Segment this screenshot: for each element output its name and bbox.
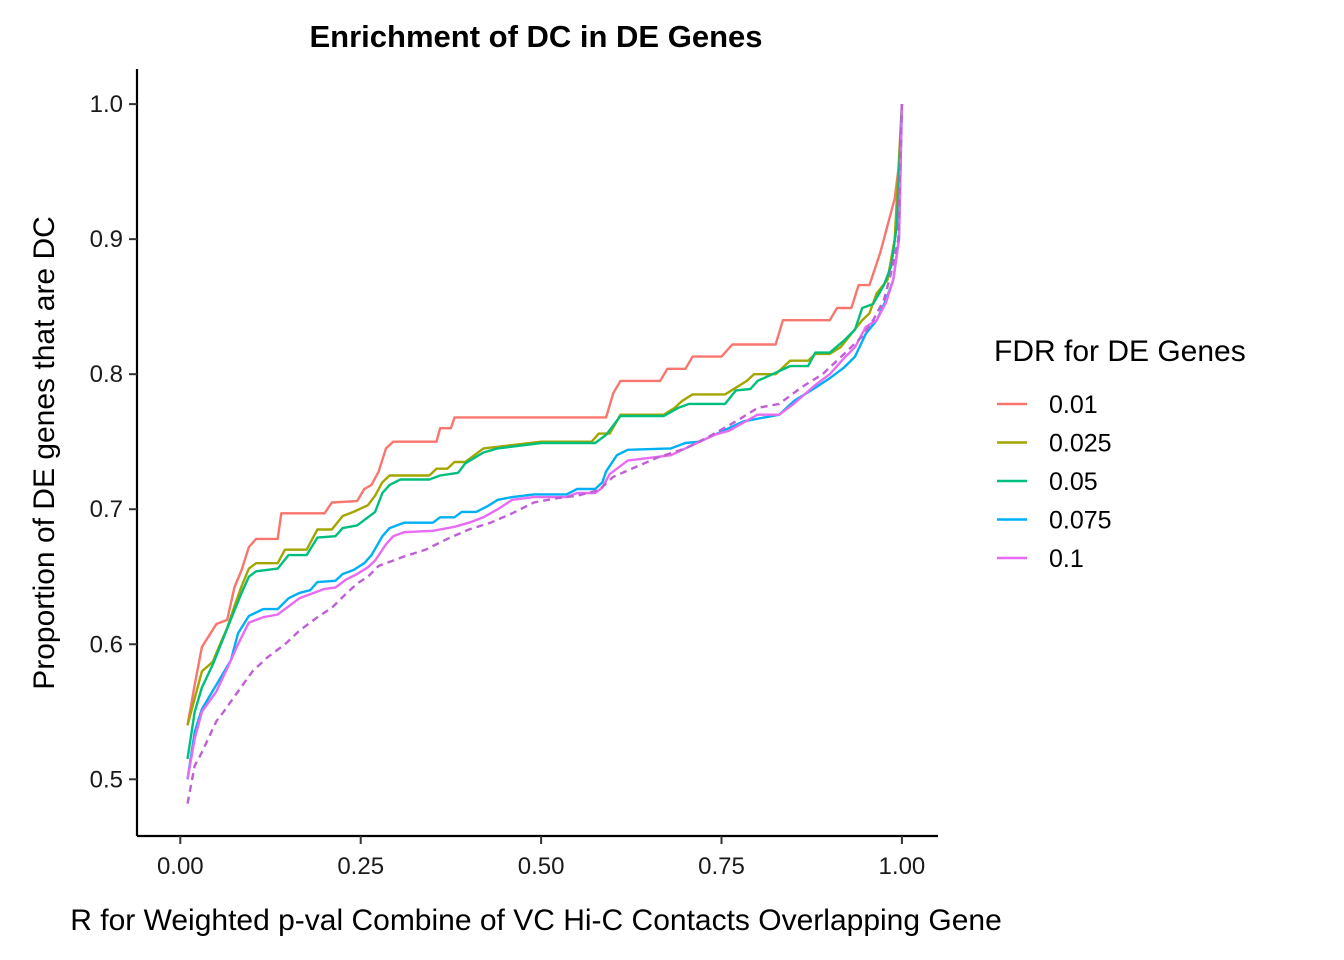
legend-entry: 0.025 xyxy=(1049,430,1112,458)
y-tick-label: 0.5 xyxy=(90,766,123,793)
x-tick-label: 0.25 xyxy=(337,853,384,880)
series-line xyxy=(186,104,904,726)
series-line xyxy=(186,104,904,780)
legend-entry: 0.05 xyxy=(1049,468,1098,496)
legend: FDR for DE Genes 0.01 0.025 0.05 0.075 0.1 xyxy=(994,335,1246,573)
plot-area xyxy=(186,104,904,804)
y-axis-ticks: 0.5 0.6 0.7 0.8 0.9 1.0 xyxy=(90,91,137,793)
x-axis-label: R for Weighted p-val Combine of VC Hi-C … xyxy=(70,904,1002,937)
legend-entry: 0.1 xyxy=(1049,545,1084,573)
legend-title: FDR for DE Genes xyxy=(994,335,1246,368)
x-tick-label: 0.00 xyxy=(157,853,204,880)
y-axis-label: Proportion of DE genes that are DC xyxy=(28,216,61,690)
series-line xyxy=(186,104,904,804)
x-tick-label: 1.00 xyxy=(879,853,926,880)
series-line xyxy=(186,104,904,726)
x-axis-ticks: 0.00 0.25 0.50 0.75 1.00 xyxy=(157,836,925,880)
y-tick-label: 1.0 xyxy=(90,91,123,118)
y-tick-label: 0.8 xyxy=(90,361,123,388)
y-tick-label: 0.9 xyxy=(90,226,123,253)
legend-entry: 0.075 xyxy=(1049,507,1112,535)
series-line xyxy=(186,104,904,760)
x-tick-label: 0.50 xyxy=(518,853,565,880)
series-line xyxy=(186,104,904,780)
y-tick-label: 0.6 xyxy=(90,631,123,658)
chart-title: Enrichment of DC in DE Genes xyxy=(309,19,762,54)
legend-entry: 0.01 xyxy=(1049,391,1098,419)
x-tick-label: 0.75 xyxy=(698,853,745,880)
y-tick-label: 0.7 xyxy=(90,496,123,523)
